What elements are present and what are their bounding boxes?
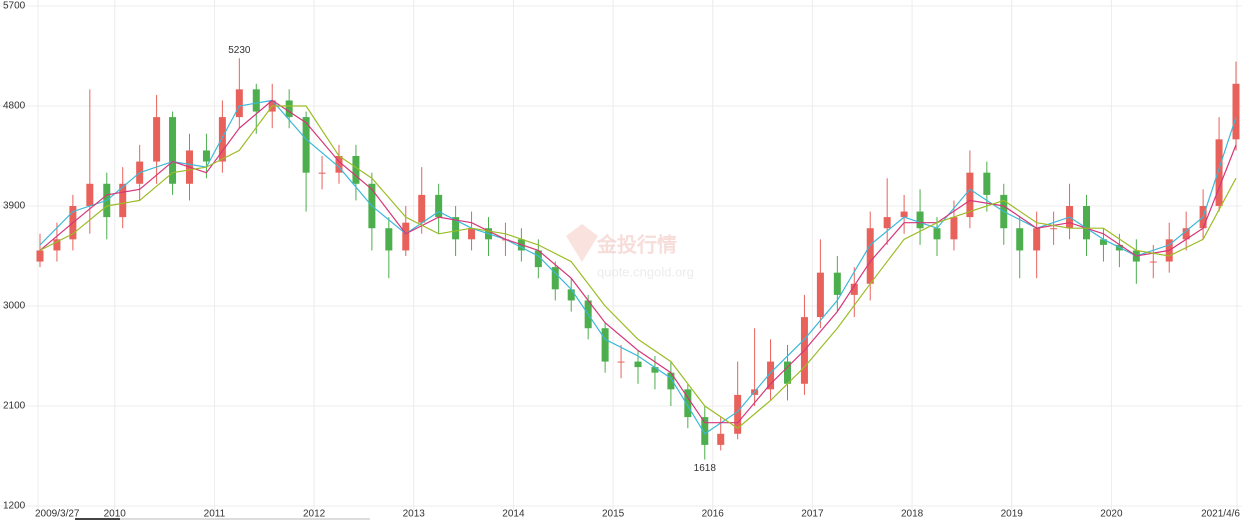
candle-body (202, 150, 210, 162)
candle-body (169, 117, 177, 184)
x-tick-label: 2015 (602, 509, 625, 520)
candle-body (916, 211, 924, 229)
x-tick-label: 2021/4/6 (1201, 509, 1240, 520)
candle-body (1232, 83, 1240, 140)
y-tick-label: 4800 (3, 101, 26, 112)
candle-body (252, 89, 260, 112)
y-tick-label: 2100 (3, 401, 26, 412)
x-tick-label: 2017 (801, 509, 824, 520)
x-tick-label: 2009/3/27 (35, 509, 80, 520)
candle-body (883, 217, 891, 229)
candle-body (418, 194, 426, 223)
candle-body (767, 361, 775, 390)
scroll-track[interactable] (120, 518, 370, 520)
candle-body (1149, 261, 1157, 263)
candle-body (950, 217, 958, 240)
candle-body (153, 117, 161, 162)
candle-body (833, 272, 841, 295)
candle-body (983, 172, 991, 195)
candle-body (850, 283, 858, 295)
candle-body (701, 417, 709, 445)
candle-body (36, 250, 44, 262)
candle-body (783, 361, 791, 384)
candle-body (468, 228, 476, 240)
grid (0, 0, 1242, 510)
candle-body (634, 361, 642, 368)
candle-body (318, 172, 326, 174)
candle-body (1016, 228, 1024, 251)
candle-body (900, 211, 908, 218)
candle-body (1050, 228, 1058, 230)
watermark: 金投行情 quote.cngold.org (566, 224, 694, 279)
watermark-logo (566, 224, 598, 262)
watermark-title: 金投行情 (596, 232, 677, 256)
x-tick-label: 2020 (1100, 509, 1123, 520)
scroll-thumb[interactable] (75, 518, 120, 520)
candle-body (1083, 206, 1091, 240)
annotation: 5230 (228, 45, 251, 56)
candle-body (302, 117, 310, 173)
candle-body (667, 372, 675, 390)
candle-body (617, 361, 625, 363)
x-tick-label: 2018 (901, 509, 924, 520)
candle-body (933, 228, 941, 240)
candle-body (601, 328, 609, 362)
watermark-url: quote.cngold.org (597, 264, 694, 279)
x-tick-label: 2010 (104, 509, 127, 520)
y-tick-label: 3000 (3, 301, 26, 312)
candle-body (402, 222, 410, 251)
candle-body (1182, 228, 1190, 240)
x-tick-label: 2014 (502, 509, 525, 520)
candle-body (86, 183, 94, 206)
x-tick-label: 2013 (403, 509, 426, 520)
candle-body (435, 194, 443, 218)
annotation: 1618 (694, 463, 717, 474)
candle-body (218, 117, 226, 162)
y-tick-label: 1200 (3, 501, 26, 512)
candle-body (452, 217, 460, 240)
candle-body (53, 239, 61, 251)
candle-body (285, 100, 293, 118)
candle-body (866, 228, 874, 284)
x-tick-label: 2016 (702, 509, 725, 520)
moving-average (39, 105, 1237, 429)
candle-body (534, 250, 542, 268)
candle-body (966, 172, 974, 218)
candle-body (335, 156, 343, 173)
candle-body (1033, 228, 1041, 251)
candle-body (551, 267, 559, 290)
candle-body (235, 89, 243, 118)
y-tick-label: 3900 (3, 201, 26, 212)
candle-body (119, 183, 127, 218)
candle-body (717, 433, 725, 445)
x-tick-label: 2019 (1001, 509, 1024, 520)
candle-body (734, 394, 742, 434)
candle-body (816, 272, 824, 318)
y-tick-label: 5700 (3, 1, 26, 12)
moving-average (39, 99, 1237, 424)
x-tick-label: 2012 (303, 509, 326, 520)
candle-body (684, 389, 692, 418)
candle-body (1215, 139, 1223, 206)
candle-body (1099, 239, 1107, 245)
candle-body (651, 367, 659, 373)
candle-body (352, 156, 360, 184)
candle-body (567, 289, 575, 301)
x-tick-label: 2011 (204, 509, 226, 520)
candle-body (385, 228, 393, 251)
